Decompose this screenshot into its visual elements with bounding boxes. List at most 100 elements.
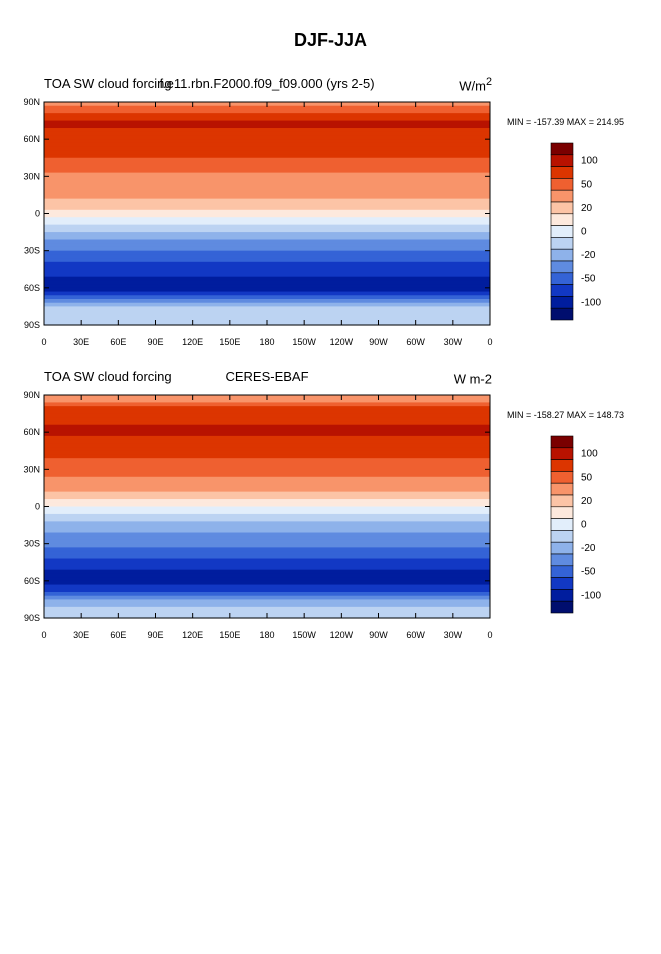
y-tick-label: 60S xyxy=(24,576,40,586)
units-text: W/m xyxy=(459,78,486,94)
x-tick-label: 120W xyxy=(330,630,354,640)
x-tick-label: 120E xyxy=(182,630,203,640)
field-band xyxy=(44,547,490,552)
field-band xyxy=(44,432,490,437)
colorbar-label: 100 xyxy=(581,449,598,460)
colorbar-box xyxy=(550,213,574,226)
field-band xyxy=(44,398,490,404)
field-band xyxy=(44,313,490,319)
field-band xyxy=(44,272,490,278)
field-band xyxy=(44,469,490,474)
field-band xyxy=(44,573,490,578)
field-band xyxy=(44,606,490,612)
field-band xyxy=(44,595,490,601)
field-band xyxy=(44,603,490,608)
panel-left-title: TOA SW cloud forcing xyxy=(44,369,172,384)
colorbar-box xyxy=(550,237,574,250)
field-band xyxy=(44,202,490,207)
x-tick-label: 30W xyxy=(444,630,463,640)
colorbar-box xyxy=(550,166,574,179)
field-band xyxy=(44,280,490,285)
map-svg: 0 30E 60E 90E 120E 150E 180 150W 120W 90W 60W 30W 09… xyxy=(23,97,601,347)
field-band xyxy=(44,150,490,155)
y-tick-label: 30S xyxy=(24,246,40,256)
colorbar-label: 100 xyxy=(581,156,598,167)
field-band xyxy=(44,499,490,504)
colorbar-box xyxy=(550,248,574,262)
field-band xyxy=(44,302,490,308)
colorbar-box xyxy=(550,518,574,531)
colorbar-box xyxy=(550,307,574,321)
x-tick-label: 60E xyxy=(110,337,126,347)
field-band xyxy=(44,562,490,567)
field-band xyxy=(44,276,490,281)
field-band xyxy=(44,284,490,289)
field-band xyxy=(44,521,490,526)
panel-units: W/m2 xyxy=(459,76,492,93)
field-band xyxy=(44,502,490,508)
panel-center-title: f.e11.rbn.F2000.f09_f09.000 (yrs 2-5) xyxy=(159,76,375,91)
colorbar-label: 20 xyxy=(581,496,593,507)
field-band xyxy=(44,580,490,586)
min-max-stats: MIN = -158.27 MAX = 148.73 xyxy=(507,410,625,420)
field-band xyxy=(44,473,490,478)
field-band xyxy=(44,120,490,125)
field-band xyxy=(44,450,490,456)
colorbar-box xyxy=(550,589,574,602)
units-text: W m-2 xyxy=(453,371,492,387)
field-band xyxy=(44,424,490,430)
field-band xyxy=(44,439,490,444)
colorbar-label: 20 xyxy=(581,203,593,214)
y-tick-label: 60N xyxy=(23,134,40,144)
x-tick-label: 90W xyxy=(369,337,388,347)
field-band xyxy=(44,610,490,615)
field-band xyxy=(44,217,490,222)
field-band xyxy=(44,551,490,556)
field-band xyxy=(44,513,490,519)
field-band xyxy=(44,131,490,137)
field-band xyxy=(44,577,490,582)
x-tick-label: 60E xyxy=(110,630,126,640)
field-band xyxy=(44,198,490,203)
colorbar-box xyxy=(550,577,574,590)
colorbar-box xyxy=(550,471,574,484)
map-svg: 0 30E 60E 90E 120E 150E 180 150W 120W 90W 60W 30W 09… xyxy=(23,390,601,640)
field-band xyxy=(44,187,490,192)
colorbar-box xyxy=(550,482,574,496)
field-band xyxy=(44,402,490,407)
field-band xyxy=(44,105,490,111)
x-tick-label: 90E xyxy=(147,630,163,640)
field-band xyxy=(44,539,490,545)
colorbar-box xyxy=(550,272,574,285)
y-tick-label: 0 xyxy=(35,209,40,219)
y-tick-label: 60N xyxy=(23,427,40,437)
colorbar-label: -50 xyxy=(581,567,596,578)
field-band xyxy=(44,246,490,252)
colorbar-box xyxy=(550,506,574,519)
x-tick-label: 30W xyxy=(444,337,463,347)
y-tick-label: 90S xyxy=(24,613,40,623)
field-band xyxy=(44,417,490,422)
colorbar-label: -20 xyxy=(581,543,596,554)
colorbar-label: 50 xyxy=(581,472,593,483)
x-tick-label: 150E xyxy=(219,630,240,640)
colorbar-label: -50 xyxy=(581,274,596,285)
field-band xyxy=(44,113,490,118)
field-band xyxy=(44,491,490,496)
y-tick-label: 30N xyxy=(23,171,40,181)
field-band xyxy=(44,109,490,114)
colorbar-box xyxy=(550,225,574,238)
field-band xyxy=(44,239,490,244)
colorbar-box xyxy=(550,201,574,215)
field-band xyxy=(44,254,490,259)
field-band xyxy=(44,146,490,151)
field-band xyxy=(44,206,490,211)
field-band xyxy=(44,306,490,311)
x-tick-label: 90W xyxy=(369,630,388,640)
y-tick-label: 60S xyxy=(24,283,40,293)
x-tick-label: 120W xyxy=(330,337,354,347)
field-band xyxy=(44,135,490,140)
field-band xyxy=(44,517,490,522)
field-band xyxy=(44,406,490,411)
field-band xyxy=(44,476,490,482)
